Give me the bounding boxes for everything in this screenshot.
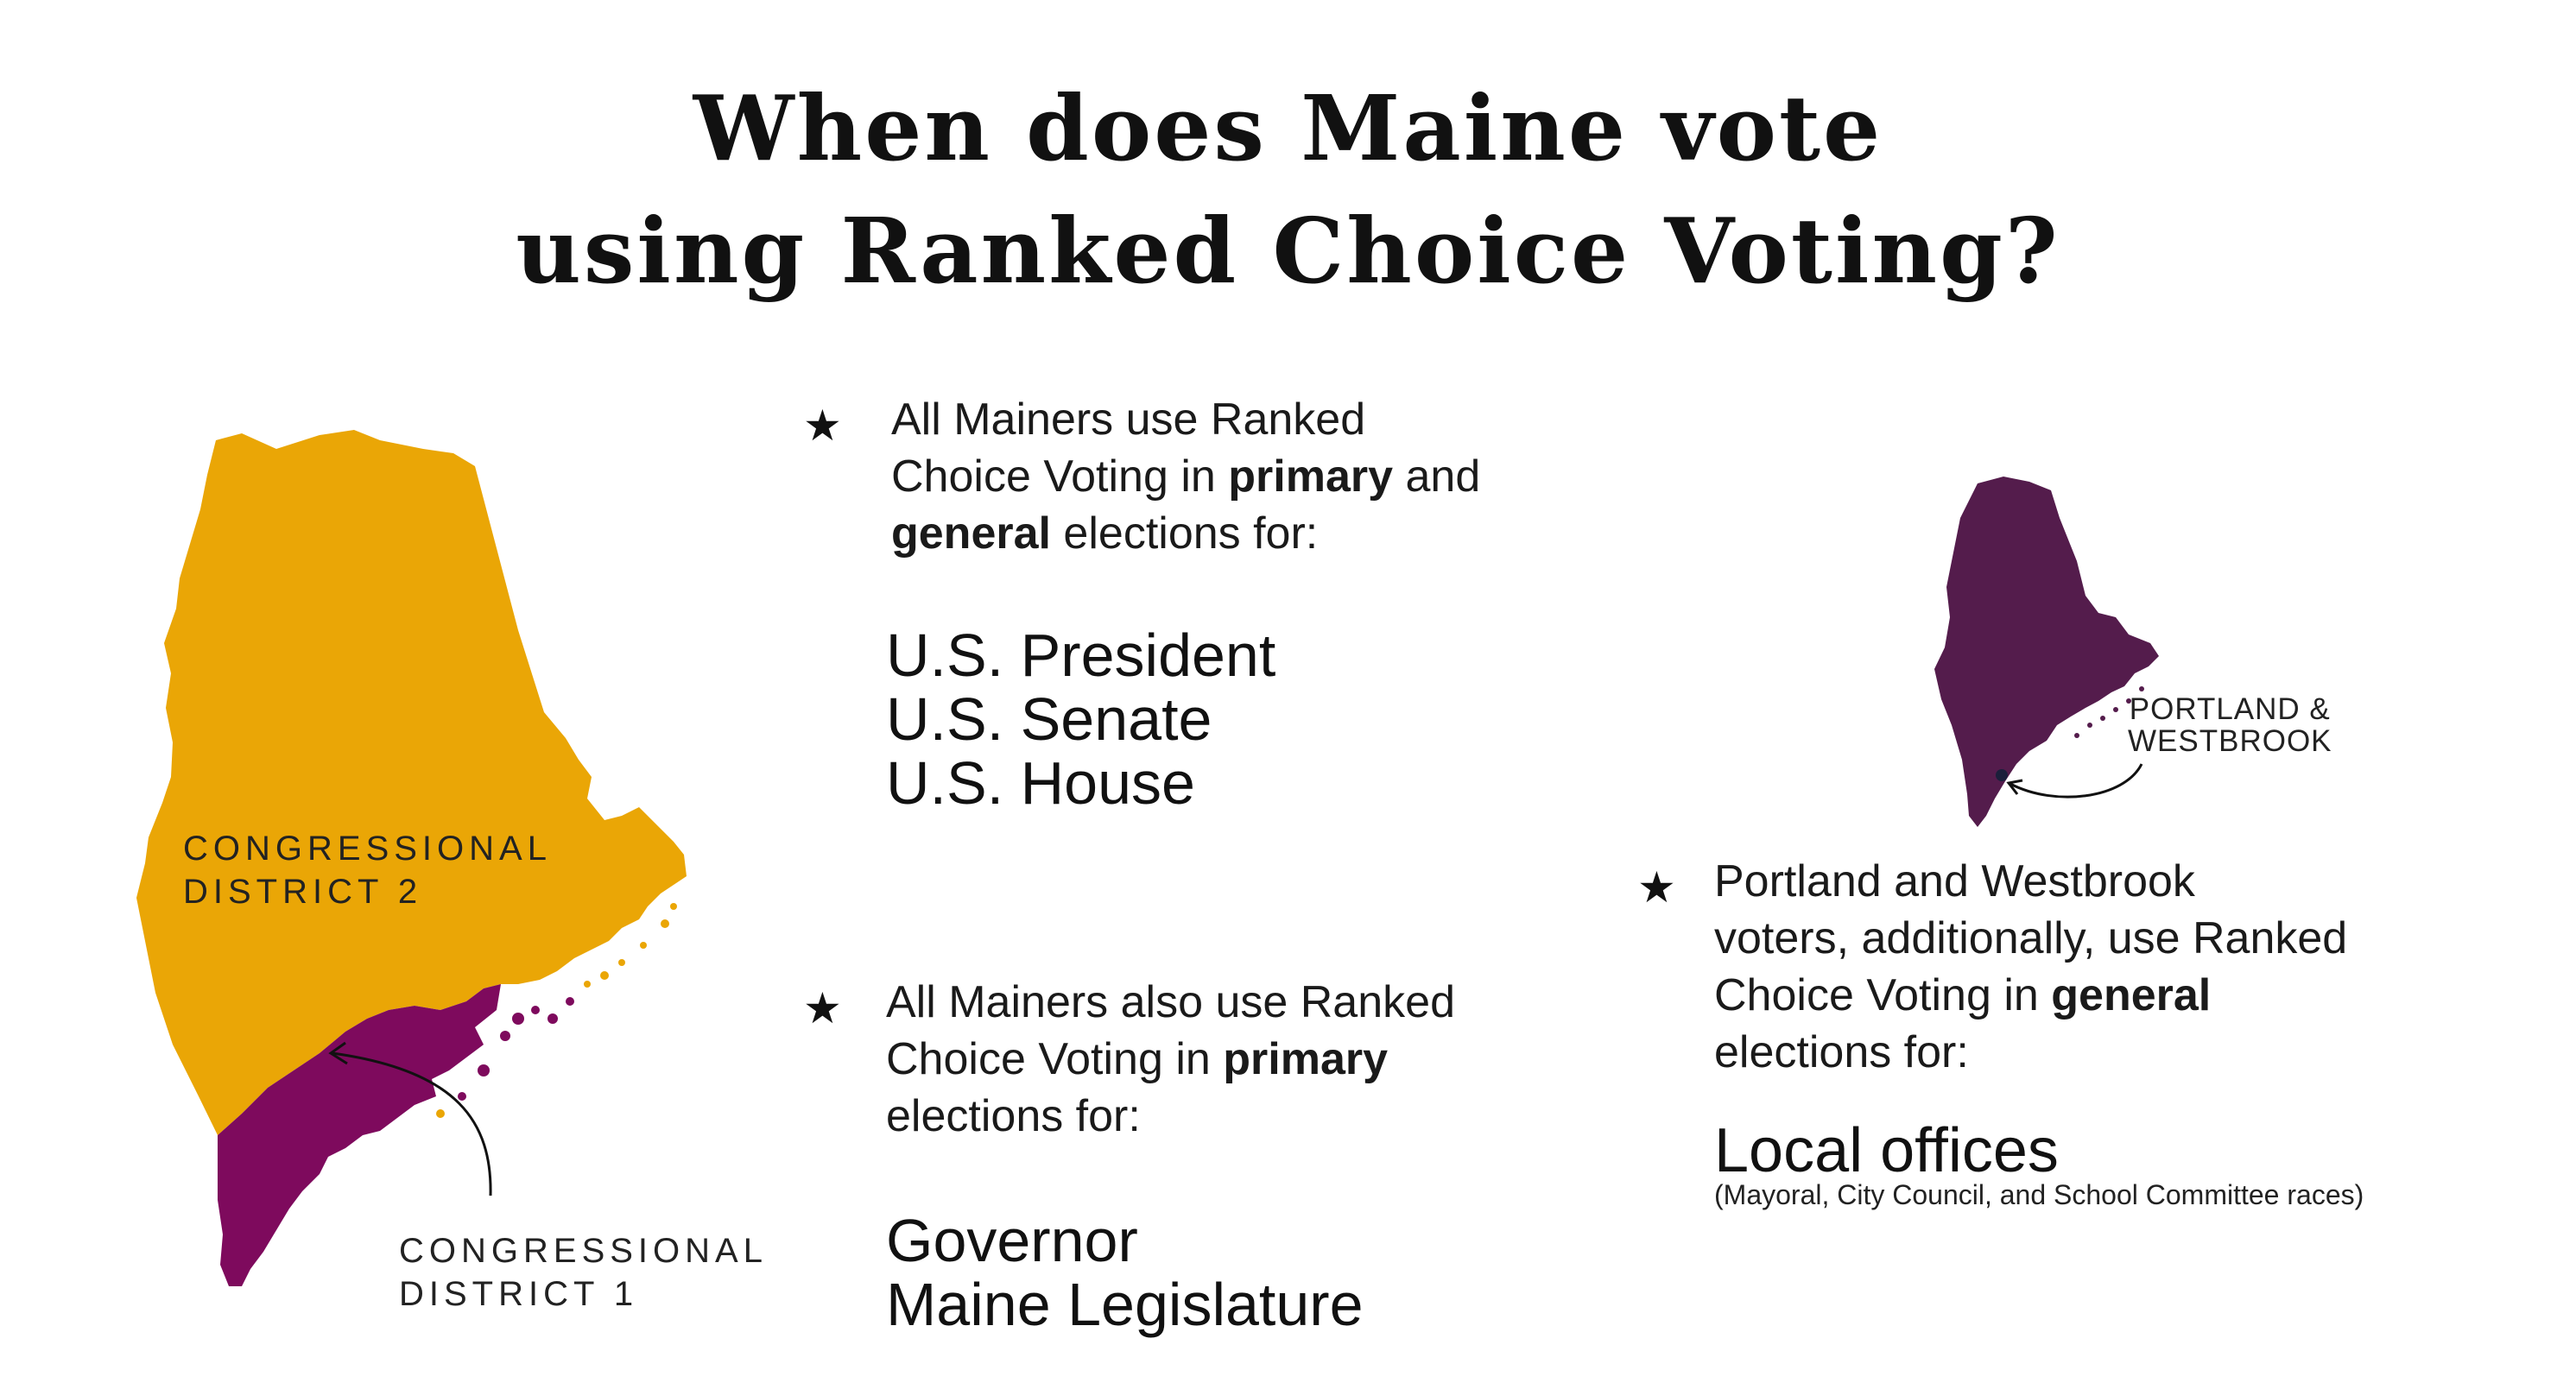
section-2-line-3: elections for:: [886, 1091, 1141, 1141]
star-icon: ★: [803, 401, 842, 450]
office-item: U.S. House: [886, 749, 1195, 817]
star-icon: ★: [803, 984, 842, 1032]
portland-pointer-arrow: [2010, 763, 2143, 799]
title-line-2: using Ranked Choice Voting?: [516, 198, 2060, 304]
section-1-line-3: general elections for:: [891, 508, 1319, 559]
portland-label-line-2: WESTBROOK: [2128, 724, 2332, 758]
section-1-offices: U.S. President U.S. Senate U.S. House: [886, 623, 1275, 815]
section-3-line-1: Portland and Westbrook: [1714, 856, 2195, 906]
portland-westbrook-label: PORTLAND & WESTBROOK: [2128, 693, 2332, 757]
star-icon: ★: [1637, 863, 1676, 912]
maine-portland-map: [1934, 477, 2159, 827]
district-1-pointer-arrowhead: [328, 1041, 348, 1065]
section-3-line-4: elections for:: [1714, 1027, 1969, 1077]
district-2-area: [136, 430, 687, 1135]
section-2-line-1: All Mainers also use Ranked: [886, 977, 1455, 1027]
district-1-label: CONGRESSIONAL DISTRICT 1: [399, 1229, 768, 1316]
section-1-line-1: All Mainers use Ranked: [891, 395, 1366, 445]
section-1-line-2: Choice Voting in primary and: [891, 451, 1481, 502]
maine-district-map: [136, 430, 687, 1286]
coastal-islands: [436, 903, 677, 1118]
office-item: Maine Legislature: [886, 1271, 1364, 1338]
right-map-islands: [2074, 686, 2144, 738]
district-2-label-line-1: CONGRESSIONAL: [183, 830, 552, 868]
portland-location-dot: [1996, 769, 2008, 781]
local-offices-title: Local offices: [1714, 1116, 2059, 1185]
maine-outline: [1934, 477, 2159, 827]
district-1-pointer-arrow: [332, 1051, 492, 1196]
office-item: Governor: [886, 1207, 1138, 1274]
section-3-line-2: voters, additionally, use Ranked: [1714, 913, 2348, 963]
section-1-text: All Mainers use Ranked Choice Voting in …: [891, 391, 1480, 562]
district-1-label-line-1: CONGRESSIONAL: [399, 1232, 768, 1270]
section-3-text: Portland and Westbrook voters, additiona…: [1714, 853, 2347, 1081]
portland-label-line-1: PORTLAND &: [2129, 692, 2331, 726]
district-2-label-line-2: DISTRICT 2: [183, 873, 423, 911]
section-2-offices: Governor Maine Legislature: [886, 1209, 1364, 1336]
district-2-label: CONGRESSIONAL DISTRICT 2: [183, 827, 552, 913]
district-1-label-line-2: DISTRICT 1: [399, 1275, 639, 1313]
office-item: U.S. President: [886, 622, 1276, 689]
title-line-1: When does Maine vote: [693, 75, 1883, 181]
section-2-line-2: Choice Voting in primary: [886, 1034, 1389, 1084]
section-3-line-3: Choice Voting in general: [1714, 970, 2212, 1020]
page-title: When does Maine vote using Ranked Choice…: [0, 67, 2576, 313]
office-item: U.S. Senate: [886, 685, 1212, 753]
local-offices-subtitle: (Mayoral, City Council, and School Commi…: [1714, 1179, 2364, 1210]
section-2-text: All Mainers also use Ranked Choice Votin…: [886, 974, 1455, 1145]
portland-pointer-arrowhead: [2006, 779, 2023, 795]
district-1-area: [218, 984, 501, 1286]
